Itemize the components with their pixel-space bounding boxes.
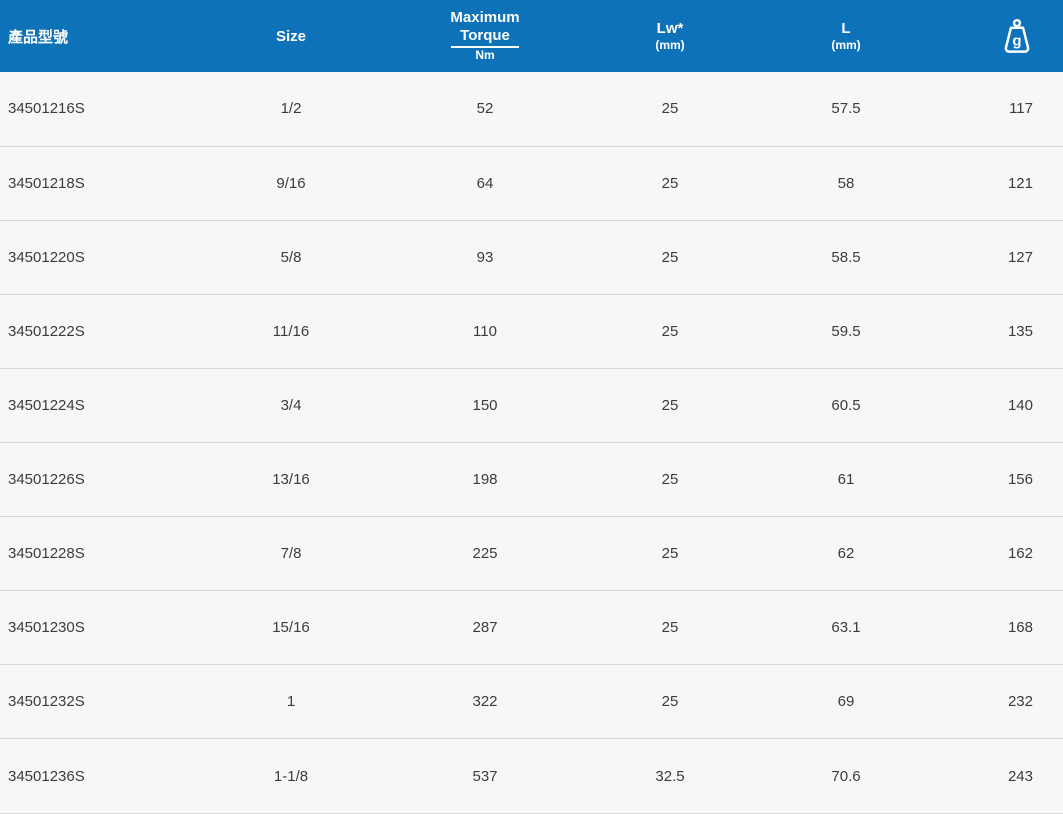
cell-size: 13/16 (186, 441, 396, 517)
cell-weight: 156 (926, 441, 1063, 517)
table-row: 34501228S 7/8 225 25 62 162 (0, 516, 1063, 591)
cell-l: 60.5 (766, 367, 926, 443)
cell-model: 34501226S (0, 441, 186, 517)
cell-weight: 135 (926, 293, 1063, 369)
cell-lw: 25 (661, 100, 679, 118)
cell-l: 61 (766, 441, 926, 517)
cell-torque: 64 (396, 145, 574, 221)
column-header-model: 產品型號 (0, 0, 186, 72)
cell-model: 34501216S (8, 100, 85, 118)
cell-size: 1-1/8 (186, 738, 396, 813)
cell-weight: 168 (926, 590, 1063, 665)
cell-model: 34501232S (0, 664, 186, 739)
cell-model: 34501236S (0, 738, 186, 813)
torque-unit-label: Nm (475, 48, 495, 62)
table-row: 34501230S 15/16 287 25 63.1 168 (0, 590, 1063, 665)
cell-model: 34501218S (0, 145, 186, 221)
table-row: 34501236S 1-1/8 537 32.5 70.6 243 (0, 738, 1063, 813)
table-header: 產品型號 Size Maximum Torque Nm Lw* (mm) L (… (0, 0, 1063, 72)
l-label: L (841, 19, 851, 37)
cell-size: 9/16 (186, 145, 396, 221)
cell-size: 15/16 (186, 590, 396, 665)
cell-lw: 25 (574, 441, 766, 517)
cell-weight: 127 (926, 219, 1063, 295)
cell-torque: 93 (396, 219, 574, 295)
column-header-torque: Maximum Torque Nm (396, 0, 574, 72)
table-row: 34501216S 1/2 52 25 57.5 117 (0, 72, 1063, 147)
table-row: 34501222S 11/16 110 25 59.5 135 (0, 293, 1063, 369)
cell-weight: 243 (926, 738, 1063, 813)
table-row: 34501226S 13/16 198 25 61 156 (0, 441, 1063, 517)
cell-model: 34501224S (0, 367, 186, 443)
cell-weight: 140 (926, 367, 1063, 443)
cell-model: 34501222S (0, 293, 186, 369)
cell-lw: 25 (574, 145, 766, 221)
column-header-size-label: Size (275, 27, 306, 45)
cell-size: 11/16 (186, 293, 396, 369)
cell-l: 62 (766, 516, 926, 591)
cell-size: 7/8 (186, 516, 396, 591)
column-header-model-label: 產品型號 (8, 28, 69, 46)
lw-label: Lw* (656, 19, 684, 37)
cell-lw: 25 (574, 516, 766, 591)
cell-torque: 287 (396, 590, 574, 665)
cell-l: 69 (766, 664, 926, 739)
cell-lw: 25 (574, 293, 766, 369)
cell-torque: 150 (396, 367, 574, 443)
cell-lw: 25 (574, 590, 766, 665)
cell-weight: 117 (1009, 100, 1033, 118)
cell-weight: 121 (926, 145, 1063, 221)
cell-size: 3/4 (186, 367, 396, 443)
cell-l: 57.5 (831, 100, 861, 118)
torque-label-line1: Maximum (450, 9, 520, 26)
l-unit-label: (mm) (831, 37, 861, 52)
weight-gram-icon: g (1004, 18, 1030, 53)
header-row: 產品型號 Size Maximum Torque Nm Lw* (mm) L (… (0, 0, 1063, 72)
cell-weight: 232 (926, 664, 1063, 739)
cell-size: 1 (186, 664, 396, 739)
cell-l: 63.1 (766, 590, 926, 665)
weight-icon-letter: g (1012, 32, 1021, 49)
table-row: 34501220S 5/8 93 25 58.5 127 (0, 219, 1063, 295)
cell-lw: 32.5 (574, 738, 766, 813)
cell-model: 34501230S (0, 590, 186, 665)
table-row: 34501224S 3/4 150 25 60.5 140 (0, 367, 1063, 443)
cell-lw: 25 (574, 664, 766, 739)
column-header-size: Size (186, 0, 396, 72)
cell-weight: 162 (926, 516, 1063, 591)
cell-size: 5/8 (186, 219, 396, 295)
torque-label-line2: Torque (451, 27, 519, 48)
cell-l: 58.5 (766, 219, 926, 295)
cell-l: 58 (766, 145, 926, 221)
column-header-weight: g (926, 0, 1063, 72)
cell-l: 70.6 (766, 738, 926, 813)
cell-lw: 25 (574, 219, 766, 295)
cell-size: 1/2 (280, 100, 302, 118)
column-header-lw: Lw* (mm) (574, 0, 766, 72)
cell-torque: 198 (396, 441, 574, 517)
lw-unit-label: (mm) (655, 37, 685, 52)
column-header-l: L (mm) (766, 0, 926, 72)
cell-torque: 52 (476, 100, 494, 118)
cell-torque: 110 (396, 293, 574, 369)
cell-torque: 225 (396, 516, 574, 591)
table-row: 34501232S 1 322 25 69 232 (0, 664, 1063, 739)
cell-lw: 25 (574, 367, 766, 443)
cell-model: 34501220S (0, 219, 186, 295)
cell-model: 34501228S (0, 516, 186, 591)
cell-torque: 537 (396, 738, 574, 813)
table-row: 34501218S 9/16 64 25 58 121 (0, 145, 1063, 221)
cell-l: 59.5 (766, 293, 926, 369)
table-body: 34501216S 1/2 52 25 57.5 117 34501218S 9… (0, 72, 1063, 813)
cell-torque: 322 (396, 664, 574, 739)
